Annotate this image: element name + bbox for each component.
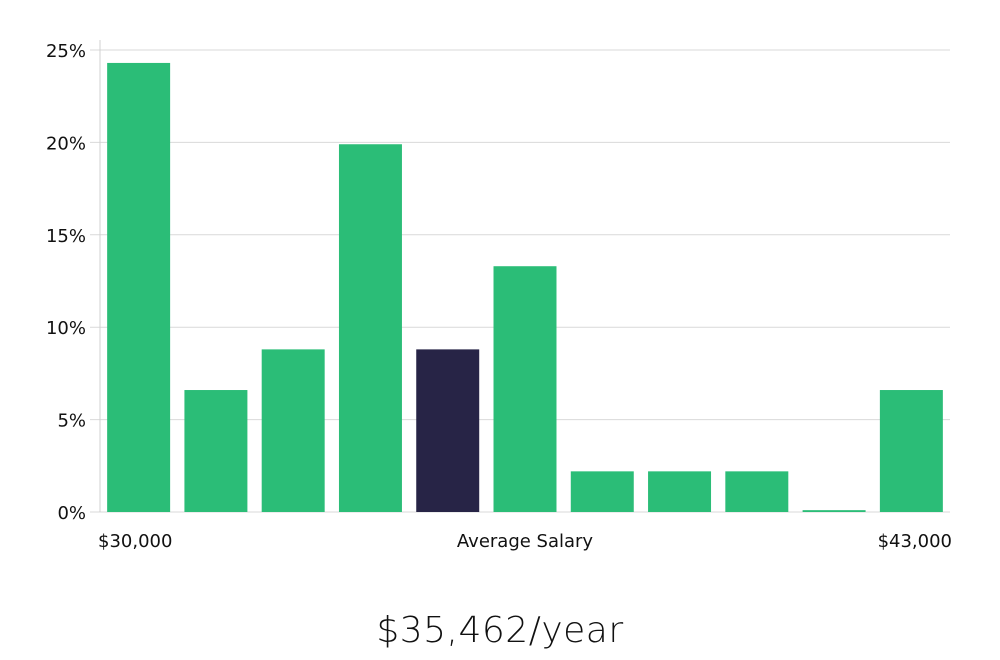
bar [493, 266, 557, 512]
y-tick-label: 10% [46, 318, 86, 339]
bar [570, 471, 634, 512]
bars-layer [107, 62, 943, 513]
y-tick-label: 25% [46, 41, 86, 62]
bar [338, 144, 402, 513]
bar [802, 510, 866, 512]
bar [725, 471, 789, 512]
grid-layer: 0% 5% 10% 15% 20% 25% [46, 41, 950, 524]
y-tick-label: 20% [46, 133, 86, 154]
y-tick-label: 15% [46, 226, 86, 247]
bar [107, 62, 171, 512]
bar [261, 349, 325, 512]
bar [879, 390, 943, 512]
x-min-label: $30,000 [98, 531, 172, 552]
salary-histogram: 0% 5% 10% 15% 20% 25% $30,000 Average Salary … [46, 40, 952, 552]
average-salary-caption: $35,462/year [376, 610, 624, 651]
bar [184, 390, 248, 512]
bar [648, 471, 712, 512]
x-max-label: $43,000 [878, 531, 952, 552]
highlight-bar [416, 349, 480, 512]
labels-layer: $30,000 Average Salary $43,000 [98, 531, 952, 552]
y-tick-label: 5% [57, 411, 86, 432]
x-axis-title: Average Salary [457, 531, 594, 552]
y-tick-label: 0% [57, 503, 86, 524]
